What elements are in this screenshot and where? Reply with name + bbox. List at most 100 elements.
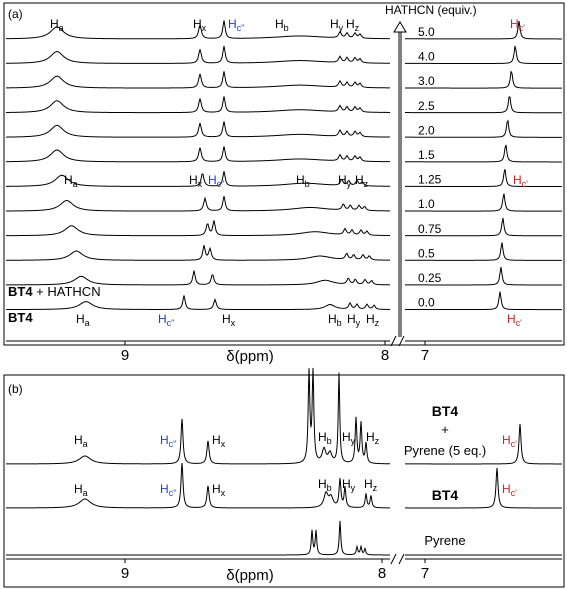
peak-label-hz: Hz xyxy=(364,477,378,493)
peak-label-hy: Hy xyxy=(342,477,356,493)
spectrum-trace-a xyxy=(5,220,390,237)
equiv-label: 2.0 xyxy=(418,123,435,137)
peak-label-hy: Hy xyxy=(338,173,352,189)
spectrum-trace-b1 xyxy=(405,423,562,465)
equiv-label: 1.0 xyxy=(418,197,435,211)
peak-label-hc1: Hc' xyxy=(510,17,525,33)
equiv-label: 0.25 xyxy=(418,271,442,285)
peak-label-ha: Ha xyxy=(64,173,78,189)
spectrum-trace-a xyxy=(405,45,562,65)
x-tick-label: 7 xyxy=(421,565,429,582)
spectrum-trace-a xyxy=(404,266,562,286)
peak-label-ha: Ha xyxy=(76,312,90,328)
peak-label-ha: Ha xyxy=(74,433,88,449)
arrow-title: HATHCN (equiv.) xyxy=(385,3,477,17)
equiv-label: 4.0 xyxy=(418,50,435,64)
equiv-label: 0.0 xyxy=(418,296,435,310)
equiv-label: 1.5 xyxy=(418,148,435,162)
equiv-label: 1.25 xyxy=(418,173,442,187)
series-name-pyrene: Pyrene xyxy=(424,533,465,548)
spectrum-trace-a xyxy=(6,295,391,311)
spectrum-trace-a xyxy=(5,96,391,114)
peak-label-hx: Hx xyxy=(193,17,207,33)
peak-label-hc2: Hc'' xyxy=(158,312,175,328)
axis-break xyxy=(398,553,405,565)
peak-label-hc2: Hc'' xyxy=(228,17,245,33)
row-name-bt4-hathcn: BT4 + HATHCN xyxy=(8,284,101,299)
x-tick-label: 8 xyxy=(381,347,389,364)
peak-label-hc2: Hc'' xyxy=(160,433,177,449)
spectrum-trace-a xyxy=(5,71,391,89)
spectrum-trace-a xyxy=(5,195,391,212)
peak-label-hc2: Hc'' xyxy=(208,173,225,189)
spectrum-trace-a xyxy=(405,70,562,89)
peak-label-hb: Hb xyxy=(296,173,310,189)
spectrum-trace-a xyxy=(6,245,391,261)
series-name-bt4: BT4 xyxy=(432,487,459,503)
spectrum-trace-a xyxy=(6,171,391,187)
spectrum-trace-a xyxy=(404,242,562,261)
peak-label-hb: Hb xyxy=(318,430,332,446)
peak-label-hc1: Hc' xyxy=(502,482,517,498)
x-tick-label: 9 xyxy=(121,565,129,582)
equiv-label: 3.0 xyxy=(418,74,435,88)
peak-label-hc1: Hc' xyxy=(513,173,528,189)
spectrum-trace-b2 xyxy=(6,462,391,509)
peak-label-hz: Hz xyxy=(355,173,369,189)
spectrum-trace-a xyxy=(405,20,562,40)
spectrum-trace-a xyxy=(405,119,562,138)
axis-break xyxy=(390,335,397,347)
axis-break xyxy=(390,553,397,565)
spectrum-trace-a xyxy=(405,291,562,311)
x-tick-label: 9 xyxy=(121,347,129,364)
spectrum-trace-a xyxy=(404,193,562,212)
spectrum-trace-a xyxy=(405,96,563,114)
x-axis-title-a: δ(ppm) xyxy=(226,348,274,365)
panel-b-frame xyxy=(3,374,565,588)
peak-label-hx: Hx xyxy=(222,312,236,328)
equiv-label: 5.0 xyxy=(418,25,435,39)
spectrum-trace-a xyxy=(5,20,391,40)
spectrum-trace-a xyxy=(5,45,391,64)
panel-b-label: (b) xyxy=(8,382,23,396)
panel-a-frame xyxy=(3,2,565,346)
peak-label-hb: Hb xyxy=(275,17,289,33)
peak-label-ha: Ha xyxy=(50,17,64,33)
peak-label-hy: Hy xyxy=(347,312,361,328)
peak-label-ha: Ha xyxy=(74,482,88,498)
x-tick-label: 8 xyxy=(378,565,386,582)
equiv-label: 0.5 xyxy=(418,246,435,260)
peak-label-hx: Hx xyxy=(189,173,203,189)
peak-label-hz: Hz xyxy=(366,430,380,446)
peak-label-hy: Hy xyxy=(342,430,356,446)
panel-a: (a) 5.0 4.0 3.0 2.5 2.0 1.5 1.25 1.0 0.75 0.5 0.25 0… xyxy=(3,2,565,365)
x-tick-label: 7 xyxy=(421,347,429,364)
peak-label-hz: Hz xyxy=(366,312,380,328)
peak-label-hc1: Hc' xyxy=(507,312,522,328)
axis-break xyxy=(398,335,405,347)
peak-label-hz: Hz xyxy=(346,17,360,33)
spectrum-trace-b2 xyxy=(405,467,562,509)
spectrum-trace-b3 xyxy=(6,520,390,556)
spectrum-trace-a xyxy=(5,121,391,138)
arrow-head xyxy=(393,21,407,33)
spectrum-trace-a xyxy=(405,169,562,188)
peak-label-hy: Hy xyxy=(330,17,344,33)
spectrum-trace-a xyxy=(5,270,391,286)
panel-a-label: (a) xyxy=(8,7,23,21)
spectrum-trace-a xyxy=(5,146,391,163)
equiv-label: 0.75 xyxy=(418,222,442,236)
panel-b: (b) Ha Hc'' Hx Hb Hy Hz Hc' Ha Hc'' Hx Hb Hy Hz Hc' BT4… xyxy=(3,367,565,588)
series-name-bt4-pyrene: BT4 xyxy=(432,403,459,419)
series-name-plus: + xyxy=(441,422,449,437)
spectrum-trace-a xyxy=(404,217,562,237)
x-axis-title-b: δ(ppm) xyxy=(226,567,274,584)
peak-label-hb: Hb xyxy=(328,312,342,328)
peak-label-hx: Hx xyxy=(212,482,226,498)
spectrum-trace-a xyxy=(405,144,562,163)
peak-label-hx: Hx xyxy=(212,433,226,449)
row-name-bt4: BT4 xyxy=(8,310,33,325)
series-name-pyrene-5eq: Pyrene (5 eq.) xyxy=(404,443,486,458)
peak-label-hb: Hb xyxy=(318,477,332,493)
